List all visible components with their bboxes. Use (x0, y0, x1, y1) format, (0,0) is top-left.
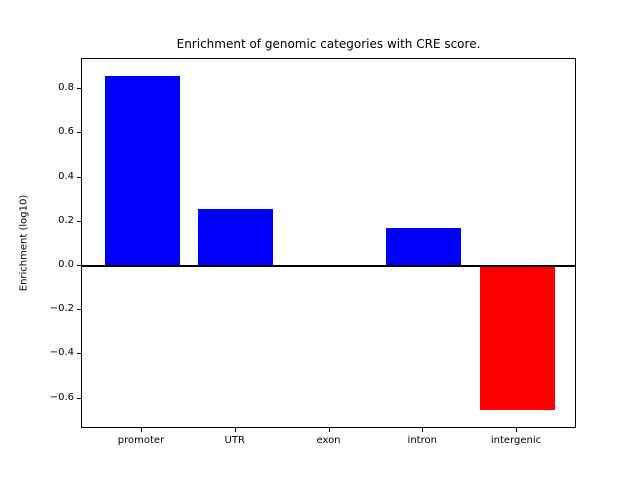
x-tick-mark (234, 428, 236, 432)
x-tick-label-intron: intron (407, 435, 437, 446)
y-tick-mark (77, 397, 81, 399)
y-tick-label: −0.2 (49, 303, 74, 315)
y-tick-mark (77, 88, 81, 90)
x-tick-label-promoter: promoter (117, 435, 165, 446)
x-tick-mark (516, 428, 517, 432)
y-tick-label: −0.4 (49, 347, 74, 359)
y-tick-mark (77, 176, 81, 178)
y-tick-mark (77, 265, 81, 266)
y-tick-label: 0.4 (58, 170, 74, 182)
y-tick-label: 0.8 (58, 82, 74, 94)
bar-promoter (104, 75, 180, 266)
y-tick-mark (77, 220, 81, 222)
y-tick-label: 0.0 (58, 259, 74, 270)
x-tick-label-intergenic: intergenic (490, 435, 542, 446)
x-tick-label-exon: exon (316, 435, 341, 446)
y-tick-label: −0.6 (49, 391, 74, 403)
plot-area (81, 58, 576, 428)
y-tick-mark (77, 132, 81, 134)
x-tick-mark (328, 428, 330, 432)
y-tick-mark (77, 353, 81, 355)
bar-intron (385, 228, 461, 266)
chart-title: Enrichment of genomic categories with CR… (176, 37, 481, 51)
y-tick-label: 0.6 (58, 126, 74, 138)
x-tick-mark (422, 428, 424, 432)
x-tick-mark (141, 428, 142, 432)
y-tick-mark (77, 309, 81, 311)
y-tick-label: 0.2 (58, 214, 74, 226)
bar-intergenic (479, 266, 555, 410)
bar-UTR (198, 208, 274, 266)
x-tick-label-UTR: UTR (224, 435, 245, 446)
zero-line (82, 265, 575, 267)
y-axis-label: Enrichment (log10) (18, 194, 30, 292)
